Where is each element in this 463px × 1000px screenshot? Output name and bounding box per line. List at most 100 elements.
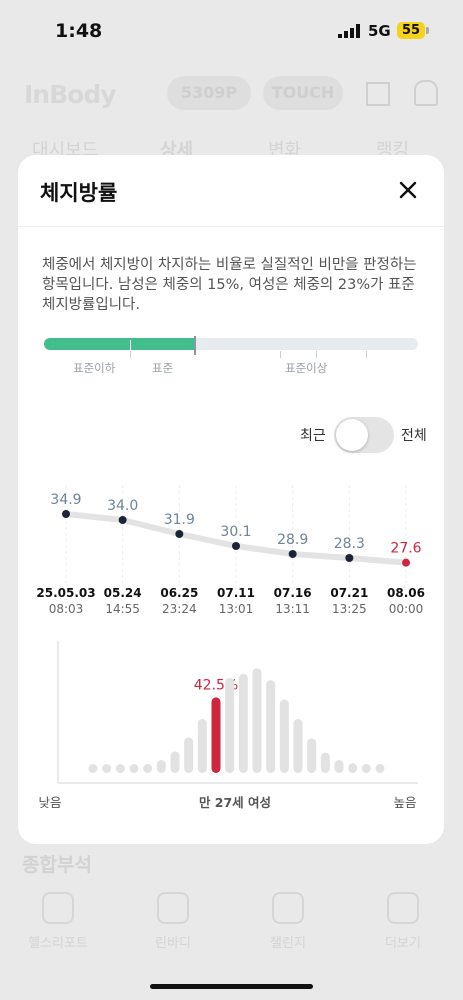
nav-more: 더보기: [358, 892, 448, 951]
data-point: [345, 554, 354, 562]
qr-icon: [366, 82, 390, 106]
trend-line-chart: 34.9 25.05.03 08:03 34.0 05.24 14:55 31.9 06.25…: [36, 485, 425, 615]
toggle-label-recent: 최근: [300, 428, 326, 444]
points-pill: 5309P: [167, 76, 251, 110]
data-label: 34.9: [50, 492, 81, 508]
x-label-group: 만 27세 여성: [199, 795, 271, 810]
date-label: 05.24: [104, 586, 142, 600]
modal-description: 체중에서 체지방이 차지하는 비율로 실질적인 비만을 판정하는 항목입니다. …: [42, 257, 417, 313]
data-point: [62, 510, 70, 518]
time-label: 23:24: [162, 602, 197, 615]
distribution-bar: [238, 673, 248, 773]
recent-all-toggle[interactable]: [334, 417, 394, 453]
distribution-chart: 42.5%낮음 만 27세 여성 높음: [38, 641, 418, 810]
time-label: 13:11: [275, 602, 310, 615]
toggle-knob: [336, 419, 368, 451]
range-label-standard: 표준: [152, 361, 174, 375]
date-label: 07.16: [274, 586, 312, 600]
distribution-bar: [129, 764, 139, 773]
time-label: 00:00: [389, 602, 424, 615]
data-point: [118, 516, 127, 524]
distribution-bar: [266, 680, 276, 773]
signal-icon: [338, 24, 360, 38]
distribution-bar: [375, 764, 385, 773]
home-indicator: [150, 984, 313, 989]
range-bar-fill: [44, 338, 194, 350]
nav-challenge: 챌린지: [243, 892, 333, 951]
distribution-bar: [170, 751, 180, 773]
nav-health-report: 헬스리포트: [13, 892, 103, 951]
range-sub-tick: [130, 351, 131, 358]
data-label: 34.0: [107, 498, 138, 514]
data-point: [288, 550, 297, 558]
range-label-above: 표준이상: [285, 361, 328, 375]
bell-icon: [414, 80, 438, 106]
distribution-bar: [102, 764, 112, 773]
date-label: 25.05.03: [36, 586, 95, 600]
time-label: 14:55: [105, 602, 140, 615]
time-label: 13:01: [219, 602, 254, 615]
data-point: [232, 542, 240, 550]
range-sub-tick: [366, 351, 367, 358]
status-time: 1:48: [55, 20, 103, 42]
distribution-bar: [184, 737, 194, 773]
challenge-icon: [272, 892, 304, 924]
distribution-bar: [334, 760, 344, 773]
nav-label: 챌린지: [270, 936, 306, 951]
distribution-bar: [197, 719, 207, 773]
date-label: 07.11: [217, 586, 255, 600]
x-label-high: 높음: [393, 795, 416, 810]
touch-pill: TOUCH: [263, 76, 343, 110]
modal-header: 체지방률: [18, 155, 444, 227]
date-label: 07.21: [330, 586, 368, 600]
leanbody-icon: [157, 892, 189, 924]
range-sub-tick: [280, 351, 281, 358]
data-label: 30.1: [220, 524, 251, 540]
range-sub-tick: [316, 351, 317, 358]
range-pointer: [194, 336, 196, 355]
range-label-below: 표준이하: [73, 361, 116, 375]
distribution-bar: [307, 738, 317, 773]
body-fat-modal: 체지방률 체중에서 체지방이 차지하는 비율로 실질적인 비만을 판정하는 항목…: [18, 155, 444, 844]
gear-icon: [387, 892, 419, 924]
status-bar: 1:48 5G 55: [0, 0, 463, 62]
nav-leanbody: 린바디: [128, 892, 218, 951]
range-divider: [130, 340, 131, 350]
battery-tip: [426, 27, 429, 34]
distribution-bar: [115, 764, 125, 773]
distribution-bar: [320, 752, 330, 773]
health-icon: [42, 892, 74, 924]
app-logo: InBody: [24, 80, 117, 109]
modal-title: 체지방률: [40, 181, 118, 205]
x-label-low: 낮음: [38, 795, 61, 810]
distribution-bar: [252, 668, 262, 773]
range-bar: [44, 336, 418, 355]
distribution-bar: [225, 677, 235, 773]
data-label: 31.9: [164, 512, 195, 528]
data-point: [175, 530, 184, 538]
date-label: 08.06: [387, 586, 425, 600]
toggle-label-all: 전체: [401, 428, 427, 444]
data-label: 27.6: [390, 541, 421, 557]
data-point: [402, 558, 410, 567]
distribution-bar: [293, 719, 303, 773]
data-label: 28.9: [277, 532, 308, 548]
distribution-bar: [143, 764, 153, 773]
distribution-bar: [211, 697, 221, 773]
distribution-bar: [156, 760, 166, 773]
distribution-bar: [361, 764, 371, 773]
time-label: 13:25: [332, 602, 367, 615]
nav-label: 더보기: [385, 936, 421, 951]
section-title: 종합부석: [22, 854, 92, 876]
date-label: 06.25: [160, 586, 198, 600]
battery-icon: 55: [397, 22, 425, 39]
time-label: 08:03: [49, 602, 84, 615]
close-icon[interactable]: [396, 178, 420, 202]
distribution-bar: [88, 764, 98, 773]
distribution-bar: [348, 763, 358, 773]
data-label: 28.3: [334, 536, 365, 552]
network-label: 5G: [368, 22, 391, 40]
nav-label: 린바디: [155, 936, 191, 951]
distribution-bar: [279, 699, 289, 773]
nav-label: 헬스리포트: [28, 936, 88, 951]
